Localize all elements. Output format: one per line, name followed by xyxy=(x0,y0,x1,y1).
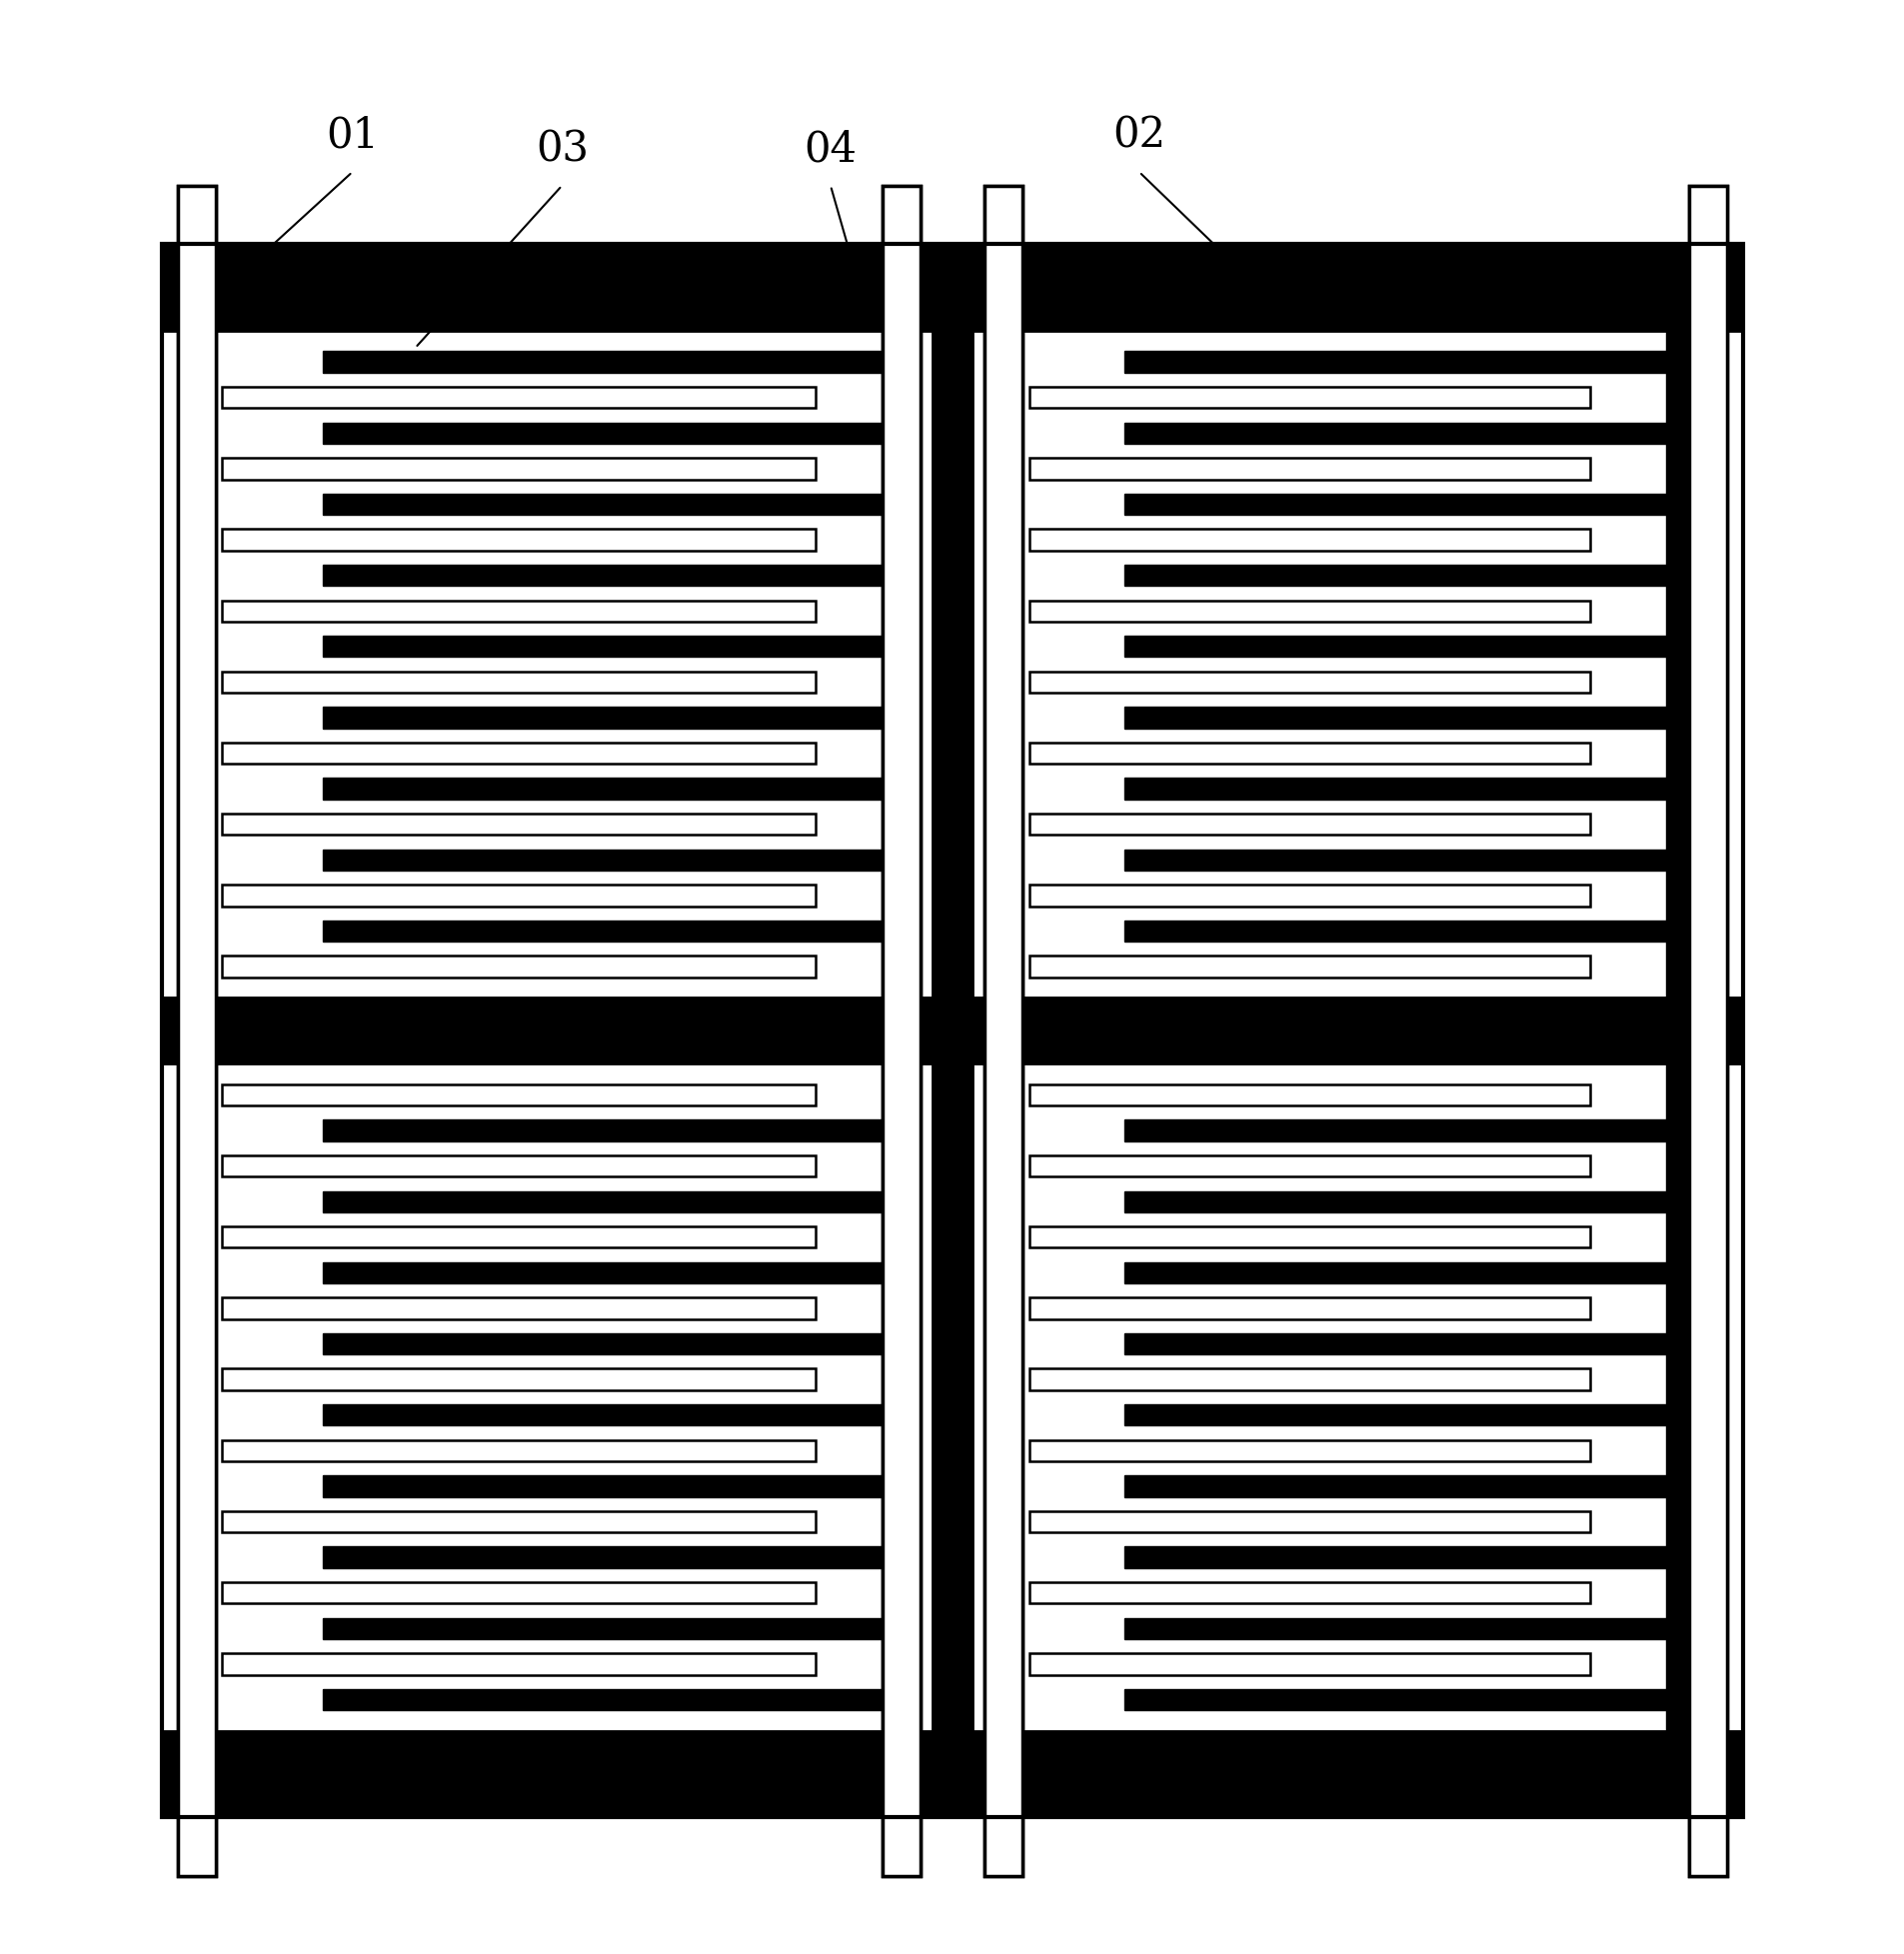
Bar xyxy=(1028,1370,1590,1389)
Bar xyxy=(1123,778,1666,799)
Bar xyxy=(1123,1190,1666,1211)
Bar xyxy=(162,244,1742,1817)
Bar xyxy=(324,920,897,942)
Bar xyxy=(984,186,1022,1876)
Bar xyxy=(324,565,897,586)
Bar xyxy=(324,1333,897,1354)
Bar xyxy=(221,600,815,621)
Bar xyxy=(324,1120,897,1141)
Bar xyxy=(1666,330,1689,998)
Bar xyxy=(1028,1297,1590,1319)
Bar xyxy=(1689,186,1727,1876)
Bar xyxy=(1123,1618,1666,1639)
Bar xyxy=(221,956,815,977)
Bar xyxy=(221,387,815,408)
Bar xyxy=(324,1190,897,1211)
Bar xyxy=(221,1227,815,1249)
Bar xyxy=(221,813,815,834)
Bar xyxy=(1666,1063,1689,1731)
Bar xyxy=(324,707,897,729)
Bar xyxy=(1028,1155,1590,1176)
Bar xyxy=(897,1063,920,1731)
Bar xyxy=(1123,1548,1666,1567)
Bar xyxy=(324,1475,897,1497)
Bar xyxy=(1123,422,1666,444)
Bar xyxy=(1123,1262,1666,1284)
Bar xyxy=(1123,920,1666,942)
Bar xyxy=(1028,1227,1590,1249)
Text: 03: 03 xyxy=(535,129,588,170)
Bar xyxy=(1028,387,1590,408)
Bar xyxy=(1123,565,1666,586)
Bar xyxy=(1028,1653,1590,1675)
Bar xyxy=(221,457,815,479)
Text: 04: 04 xyxy=(803,129,857,170)
Bar xyxy=(221,1583,815,1604)
Bar xyxy=(1123,1688,1666,1710)
Bar xyxy=(177,186,215,1876)
Bar xyxy=(1028,885,1590,907)
Bar xyxy=(1028,672,1590,692)
Bar xyxy=(1689,186,1727,1876)
Bar xyxy=(1028,1440,1590,1462)
Bar xyxy=(1028,956,1590,977)
Bar xyxy=(221,672,815,692)
Bar xyxy=(324,1548,897,1567)
Bar xyxy=(162,244,1742,1817)
Bar xyxy=(1123,635,1666,657)
Bar xyxy=(221,1084,815,1106)
Bar xyxy=(162,1063,933,1731)
Bar xyxy=(971,1063,1742,1731)
Text: 01: 01 xyxy=(326,115,379,156)
Bar xyxy=(324,850,897,871)
Bar xyxy=(221,885,815,907)
Bar xyxy=(1123,1333,1666,1354)
Bar xyxy=(1123,707,1666,729)
Bar xyxy=(1028,743,1590,764)
Bar xyxy=(1028,600,1590,621)
Bar xyxy=(221,1297,815,1319)
Bar xyxy=(1028,1510,1590,1532)
Bar xyxy=(324,1618,897,1639)
Bar xyxy=(221,1440,815,1462)
Bar xyxy=(1123,1120,1666,1141)
Bar xyxy=(221,530,815,551)
Bar xyxy=(221,1370,815,1389)
Bar xyxy=(162,330,933,998)
Bar xyxy=(1123,352,1666,373)
Bar xyxy=(1123,850,1666,871)
Bar xyxy=(882,186,920,1876)
Bar xyxy=(984,186,1022,1876)
Bar xyxy=(1028,530,1590,551)
Bar xyxy=(1123,494,1666,514)
Text: 02: 02 xyxy=(1112,115,1165,156)
Bar xyxy=(324,778,897,799)
Bar xyxy=(1028,1583,1590,1604)
Bar xyxy=(221,1510,815,1532)
Bar xyxy=(882,186,920,1876)
Bar xyxy=(177,186,215,1876)
Bar xyxy=(1123,1475,1666,1497)
Bar xyxy=(1028,813,1590,834)
Bar xyxy=(324,1688,897,1710)
Bar xyxy=(324,1405,897,1426)
Bar xyxy=(221,1155,815,1176)
Bar xyxy=(1028,1084,1590,1106)
Bar xyxy=(324,422,897,444)
Bar xyxy=(221,1653,815,1675)
Bar xyxy=(971,330,1742,998)
Bar xyxy=(324,352,897,373)
Bar xyxy=(324,635,897,657)
Bar xyxy=(221,743,815,764)
Bar xyxy=(897,330,920,998)
Bar xyxy=(324,494,897,514)
Bar xyxy=(1028,457,1590,479)
Bar xyxy=(324,1262,897,1284)
Bar xyxy=(1123,1405,1666,1426)
